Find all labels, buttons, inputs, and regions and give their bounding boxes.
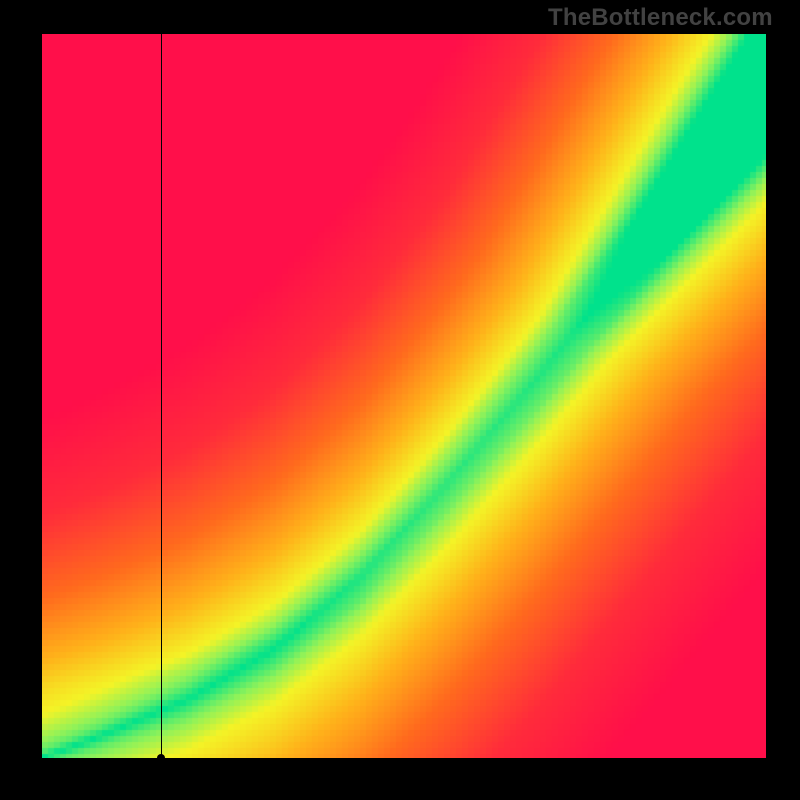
heatmap-plot [42,34,766,758]
crosshair-vertical [161,34,162,758]
watermark-text: TheBottleneck.com [548,4,773,32]
frame: TheBottleneck.com [0,0,800,800]
heatmap-canvas [42,34,766,758]
crosshair-dot [157,754,165,762]
